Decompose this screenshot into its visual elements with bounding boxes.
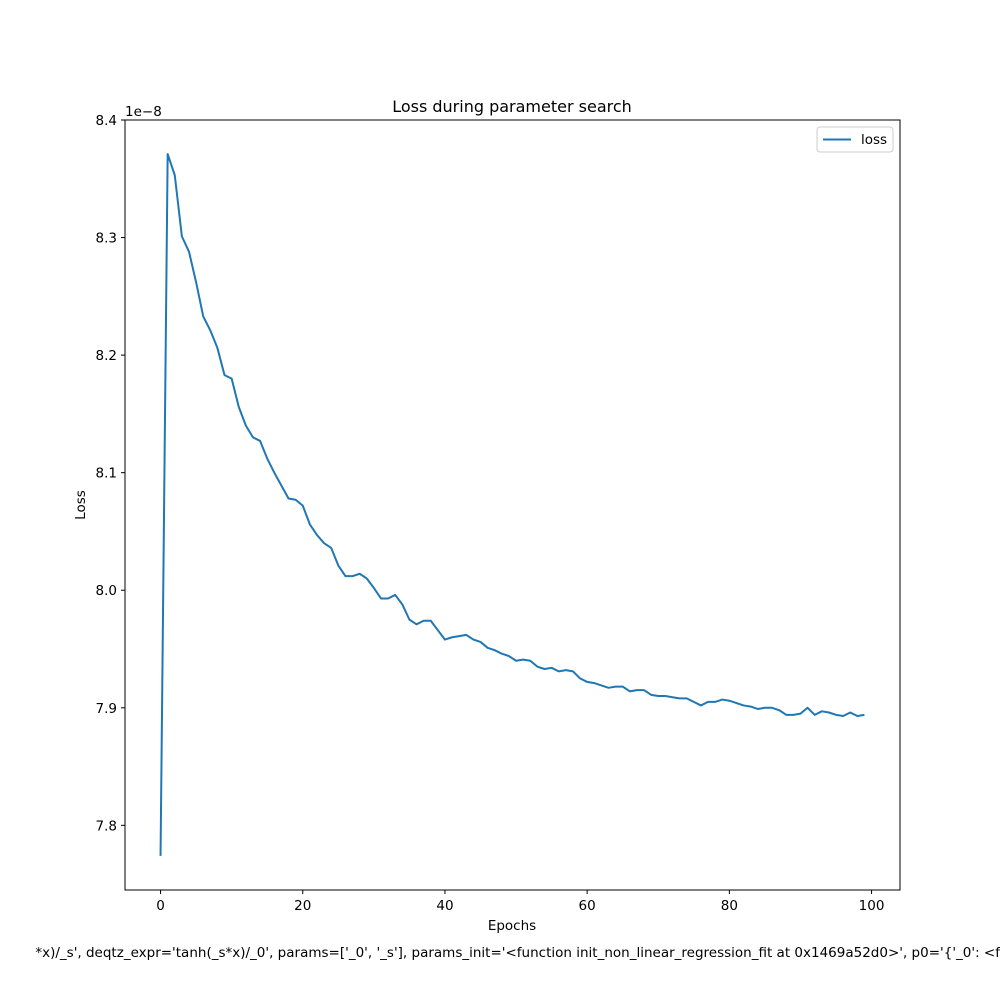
footer-note: *x)/_s', deqtz_expr='tanh(_s*x)/_0', par… [0,940,1000,970]
x-axis-label: Epochs [488,918,536,934]
y-tick-label: 8.4 [96,113,117,129]
y-tick-label: 7.9 [96,701,117,717]
x-axis-ticks: 0 20 40 60 80 100 [156,890,884,914]
y-axis-label: Loss [73,490,89,520]
y-tick-label: 8.3 [96,231,117,247]
footer-text: *x)/_s', deqtz_expr='tanh(_s*x)/_0', par… [35,945,1000,961]
line-marks [159,153,865,856]
legend: loss [816,126,894,153]
legend-label-loss: loss [861,132,887,148]
x-tick-label: 40 [436,898,453,914]
y-tick-label: 8.2 [96,348,117,364]
x-tick-label: 20 [294,898,311,914]
x-tick-label: 0 [156,898,165,914]
y-tick-label: 7.8 [96,818,117,834]
legend-box [816,126,894,153]
x-tick-label: 60 [579,898,596,914]
x-tick-label: 100 [859,898,885,914]
plot-frame [124,119,901,891]
chart-title: Loss during parameter search [392,97,632,116]
x-tick-label: 80 [721,898,738,914]
y-axis-offset-label: 1e−8 [125,104,162,120]
series-line-loss [159,153,865,856]
y-tick-label: 8.1 [96,466,117,482]
y-tick-label: 8.0 [96,583,117,599]
plot-area [125,120,900,890]
y-axis-ticks: 7.8 7.9 8.0 8.1 8.2 8.3 8.4 [96,113,125,834]
